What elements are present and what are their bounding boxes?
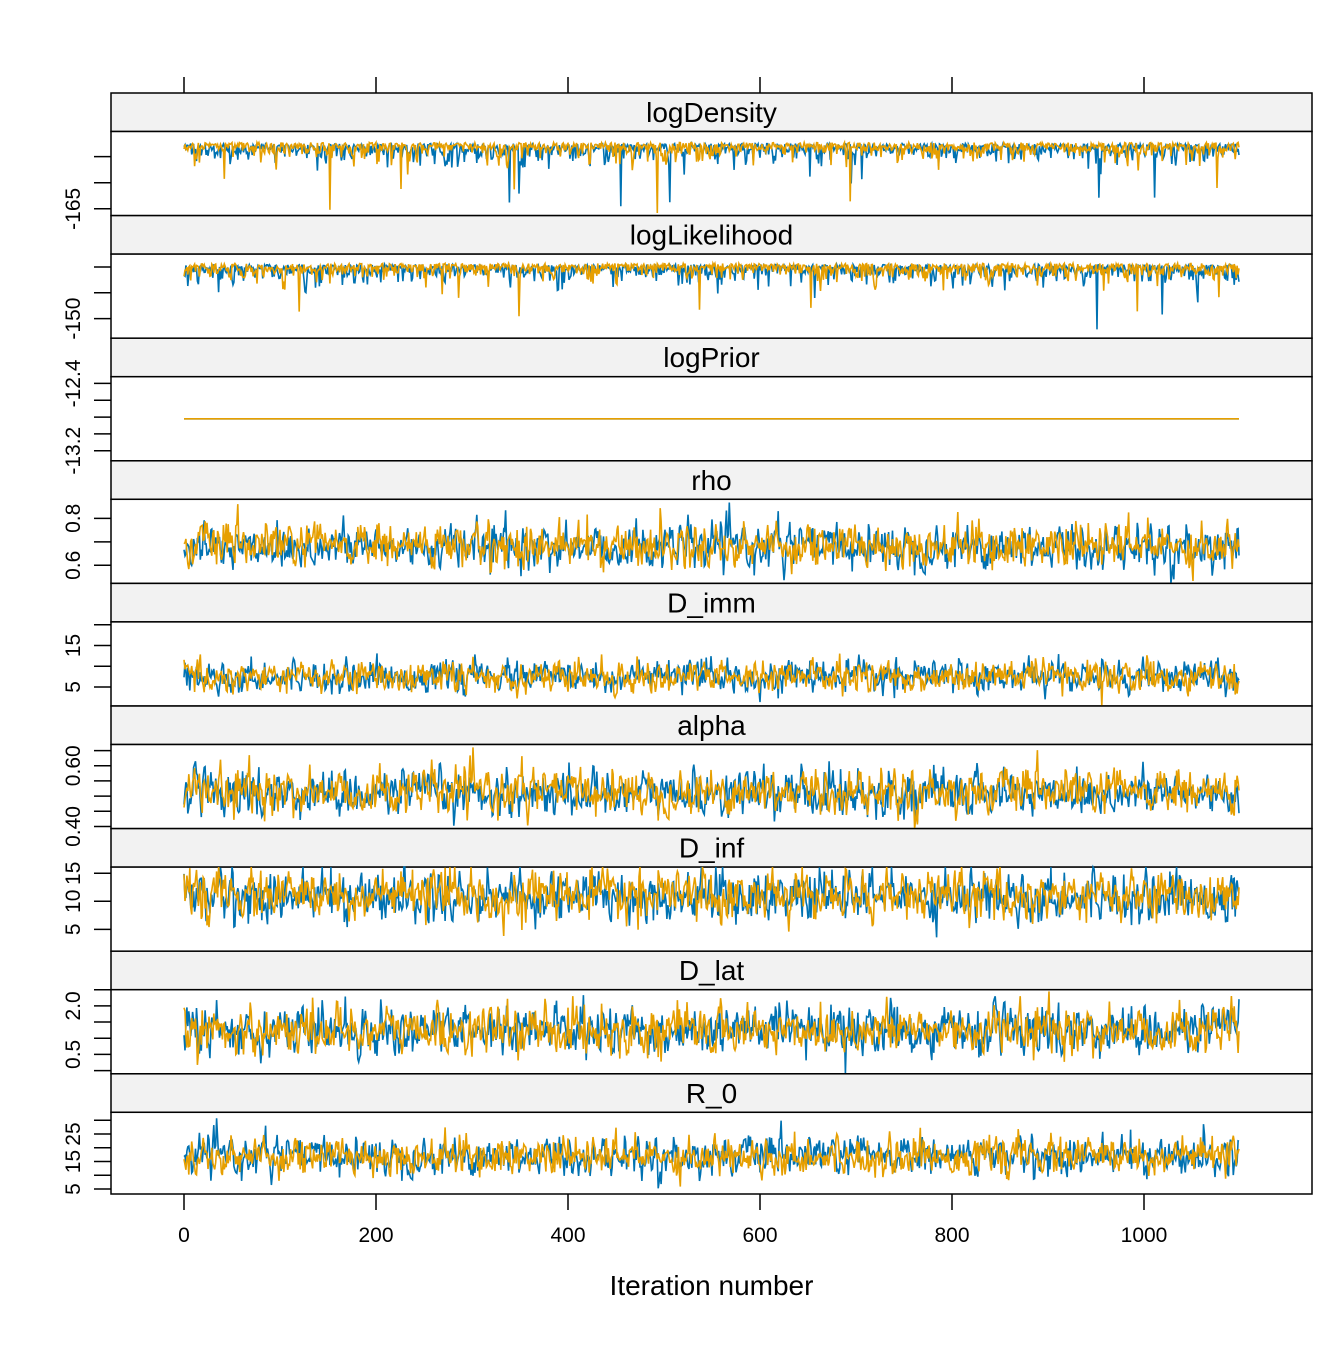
strip-label: D_inf — [679, 833, 745, 864]
strip-D_inf — [110, 827, 1313, 868]
x-tick-label: 200 — [358, 1224, 393, 1247]
strip-D_imm — [110, 582, 1313, 623]
y-tick-label: 0.5 — [62, 1040, 85, 1069]
strip-alpha — [110, 705, 1313, 746]
trace-D_lat-chain-2 — [183, 991, 1240, 1065]
y-tick-label: -12.4 — [62, 359, 85, 407]
y-tick-label: 15 — [62, 1150, 85, 1173]
y-tick-label: 25 — [62, 1122, 85, 1145]
y-tick-label: 2.0 — [62, 991, 85, 1020]
trace-D_imm-chain-2 — [183, 653, 1240, 707]
y-tick-label: 5 — [62, 1183, 85, 1195]
y-tick-label: -150 — [62, 298, 85, 340]
y-tick-label: 0.6 — [62, 551, 85, 580]
x-tick-label: 1000 — [1121, 1224, 1168, 1247]
y-tick-label: 5 — [62, 681, 85, 693]
trace-alpha-chain-2 — [183, 747, 1240, 829]
y-tick-label: 15 — [62, 634, 85, 657]
strip-logPrior — [110, 337, 1313, 378]
y-tick-label: 5 — [62, 923, 85, 935]
y-tick-label: 0.40 — [62, 806, 85, 847]
strip-label: logLikelihood — [630, 220, 793, 251]
trace-D_imm-chain-1 — [183, 653, 1240, 703]
strip-label: logDensity — [646, 97, 777, 128]
y-tick-label: -165 — [62, 188, 85, 230]
y-tick-label: 0.60 — [62, 745, 85, 786]
strip-label: alpha — [677, 710, 746, 741]
trace-logLikelihood-chain-2 — [183, 260, 1240, 317]
trace-R_0-chain-2 — [183, 1127, 1240, 1187]
x-tick-label: 0 — [178, 1224, 190, 1247]
strip-label: logPrior — [663, 342, 759, 373]
strip-logDensity — [110, 92, 1313, 133]
x-axis-label: Iteration number — [610, 1270, 814, 1301]
y-tick-label: 15 — [62, 862, 85, 885]
y-tick-label: -13.2 — [62, 427, 85, 475]
trace-rho-chain-2 — [183, 504, 1240, 582]
y-tick-label: 10 — [62, 890, 85, 913]
strip-label: D_imm — [667, 587, 756, 618]
strip-logLikelihood — [110, 214, 1313, 255]
trace-logDensity-chain-2 — [183, 139, 1240, 214]
strip-label: rho — [691, 465, 731, 496]
x-tick-label: 800 — [934, 1224, 969, 1247]
x-tick-label: 600 — [742, 1224, 777, 1247]
strip-label: R_0 — [686, 1078, 737, 1109]
strip-label: D_lat — [679, 955, 745, 986]
y-tick-label: 0.8 — [62, 504, 85, 533]
strip-rho — [110, 460, 1313, 501]
trace-D_inf-chain-2 — [183, 866, 1240, 937]
x-tick-label: 400 — [550, 1224, 585, 1247]
strip-D_lat — [110, 950, 1313, 991]
